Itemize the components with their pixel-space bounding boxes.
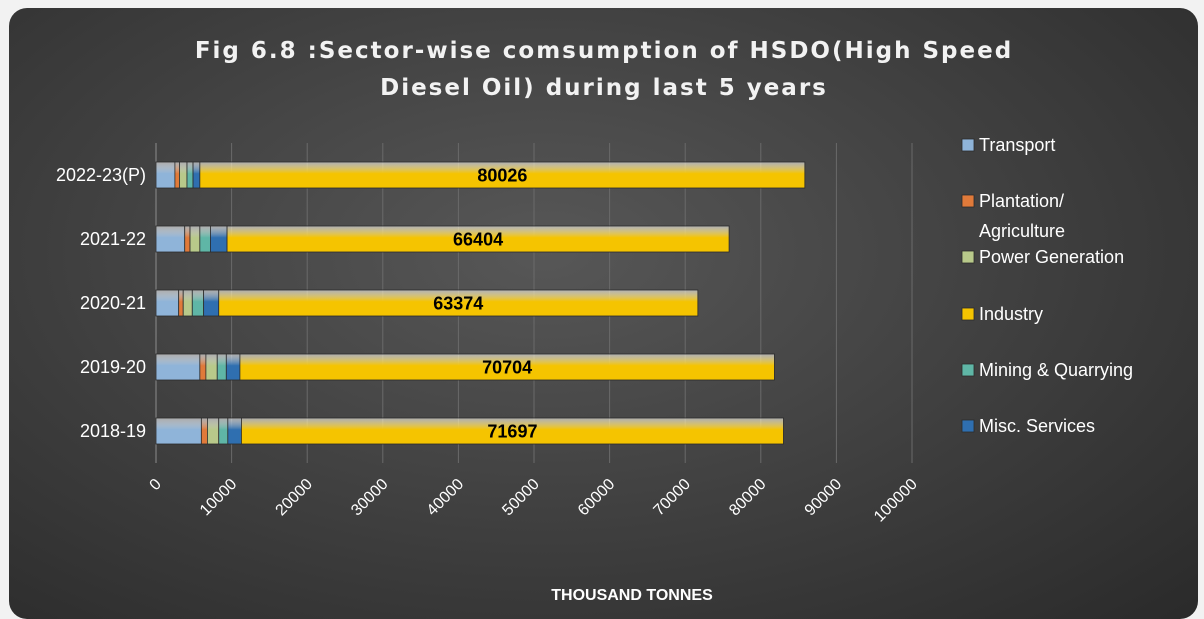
x-tick-label: 40000 [424,476,468,520]
data-label: 71697 [487,422,537,442]
legend-label: Transport [979,135,1055,155]
chart-title-line-1: Fig 6.8 :Sector-wise comsumption of HSDO… [195,38,1013,64]
legend-swatch [961,307,975,321]
data-label: 63374 [433,294,483,314]
legend: Transport Plantation/Agriculture Power Gen… [961,135,1133,436]
category-label: 2020-21 [80,293,146,313]
legend-entry: Power Generation [961,247,1124,267]
category-label: 2022-23(P) [56,165,146,185]
legend-swatch [961,250,975,264]
bar-segment [182,289,193,317]
bar-segment [155,289,180,317]
bar-segment [225,353,241,381]
bar-segment [218,417,229,445]
legend-entry: Transport [961,135,1055,155]
data-label: 80026 [477,166,527,186]
bar-segment [192,161,201,189]
bar-segment [216,353,227,381]
chart-bars: 71697 70704 63374 66404 80026 [155,161,806,445]
bar-segment [205,353,218,381]
x-tick-label: 60000 [575,476,619,520]
bar-segment [184,225,191,253]
legend-swatch [961,363,975,377]
bar-segment [155,225,186,253]
legend-entry: Mining & Quarrying [961,360,1133,380]
legend-label: Agriculture [979,221,1065,241]
bar-segment [207,417,220,445]
legend-entry: Plantation/Agriculture [961,191,1065,241]
legend-swatch [961,419,975,433]
category-label: 2021-22 [80,229,146,249]
x-tick-label: 90000 [802,476,846,520]
x-tick-label: 10000 [197,476,241,520]
bar-segment [155,161,176,189]
bar-segment [203,289,220,317]
bar-segment [199,161,806,189]
legend-swatch [961,194,975,208]
category-label: 2019-20 [80,357,146,377]
bar-segment [179,161,188,189]
bar-segment [178,289,184,317]
data-label: 70704 [482,358,532,378]
bar-segment [199,225,211,253]
category-labels: 2018-19 2019-20 2020-21 2021-22 2022-23(P) [56,165,146,441]
x-tick-label: 50000 [499,476,543,520]
legend-label: Industry [979,304,1043,324]
x-tick-label: 80000 [726,476,770,520]
bar-segment [191,289,205,317]
legend-swatch [961,138,975,152]
x-axis-title: THOUSAND TONNES [551,587,713,604]
legend-entry: Industry [961,304,1043,324]
bar-segment [226,225,730,253]
legend-entry: Misc. Services [961,416,1095,436]
data-label: 66404 [453,230,503,250]
bar-segment [218,289,699,317]
legend-label: Power Generation [979,247,1124,267]
x-tick-label: 70000 [651,476,695,520]
bar-segment [210,225,228,253]
category-label: 2018-19 [80,421,146,441]
bar-segment [199,353,207,381]
bar-segment [227,417,242,445]
bar-segment [186,161,194,189]
chart-card: Fig 6.8 :Sector-wise comsumption of HSDO… [9,8,1198,619]
bar-segment [239,353,775,381]
x-tick-label: 0 [147,476,165,494]
chart-title-line-2: Diesel Oil) during last 5 years [380,75,828,101]
legend-label: Plantation/ [979,191,1064,211]
chart-svg: Fig 6.8 :Sector-wise comsumption of HSDO… [56,38,1133,604]
x-tick-label: 30000 [348,476,392,520]
bar-segment [155,417,202,445]
bar-segment [155,353,201,381]
bar-segment [189,225,201,253]
x-tick-label: 100000 [871,476,921,526]
chart-title: Fig 6.8 :Sector-wise comsumption of HSDO… [195,38,1013,101]
bar-segment [241,417,784,445]
bar-segment [174,161,180,189]
x-tick-labels: 0 10000 20000 30000 40000 50000 60000 70000 8000… [147,476,921,526]
x-tick-label: 20000 [273,476,317,520]
legend-label: Misc. Services [979,416,1095,436]
bar-segment [200,417,208,445]
legend-label: Mining & Quarrying [979,360,1133,380]
